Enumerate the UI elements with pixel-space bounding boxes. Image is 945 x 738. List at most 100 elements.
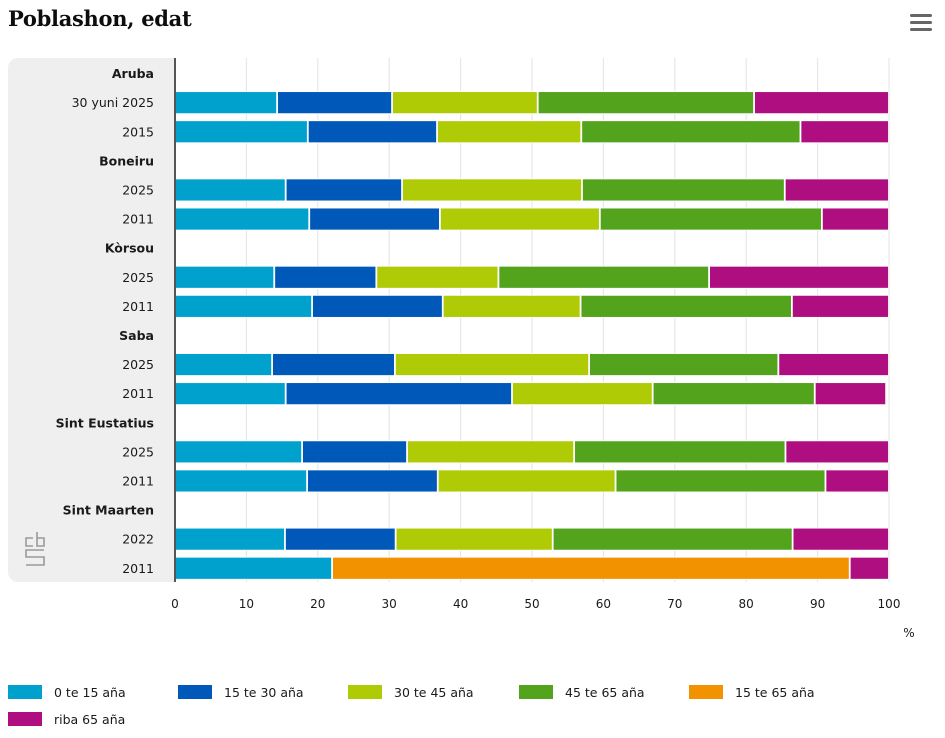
bar-segment[interactable] xyxy=(537,91,754,115)
bar-segment[interactable] xyxy=(309,207,440,231)
category-label: 2022 xyxy=(122,532,154,547)
bar-segment[interactable] xyxy=(175,382,286,406)
x-tick-label: 80 xyxy=(739,597,754,611)
bar-segment[interactable] xyxy=(302,440,407,464)
bar-segment[interactable] xyxy=(395,527,553,551)
legend-swatch xyxy=(689,685,723,699)
bar-segment[interactable] xyxy=(307,120,437,144)
bar-segment[interactable] xyxy=(175,469,307,493)
legend-item[interactable]: riba 65 aña xyxy=(8,711,125,727)
category-label: 2025 xyxy=(122,182,154,197)
bar-segment[interactable] xyxy=(175,207,310,231)
bar-segment[interactable] xyxy=(175,353,273,376)
bar-segment[interactable] xyxy=(825,469,889,493)
bar-segment[interactable] xyxy=(778,353,889,376)
bar-segment[interactable] xyxy=(402,178,582,202)
bar-segment[interactable] xyxy=(785,440,889,464)
bar-segment[interactable] xyxy=(498,265,709,289)
x-tick-label: 70 xyxy=(667,597,682,611)
bar-segment[interactable] xyxy=(175,527,285,551)
category-labels: Aruba 30 yuni 2025 2015 Boneiru 2025 2011 Kòrs… xyxy=(56,66,154,576)
bar-segment[interactable] xyxy=(312,294,443,318)
bar-segment[interactable] xyxy=(376,265,499,289)
bars xyxy=(175,91,889,580)
bar-segment[interactable] xyxy=(175,556,332,580)
bar-segment[interactable] xyxy=(175,120,308,144)
x-tick-label: 30 xyxy=(382,597,397,611)
bar-segment[interactable] xyxy=(395,353,590,376)
cbs-logo-icon xyxy=(25,532,45,566)
bar-segment[interactable] xyxy=(175,265,275,289)
legend-label: riba 65 aña xyxy=(54,711,126,727)
bar-segment[interactable] xyxy=(407,440,575,464)
bar-segment[interactable] xyxy=(792,527,889,551)
bar-segment[interactable] xyxy=(814,382,887,406)
legend-swatch xyxy=(519,685,553,699)
bar-segment[interactable] xyxy=(285,178,402,202)
bar-segment[interactable] xyxy=(437,469,616,493)
chart-title: Poblashon, edat xyxy=(8,6,192,31)
x-tick-label: 100 xyxy=(878,597,901,611)
legend-swatch xyxy=(8,712,42,726)
bar-segment[interactable] xyxy=(175,178,286,202)
x-tick-label: 60 xyxy=(596,597,611,611)
legend-item[interactable]: 45 te 65 aña xyxy=(519,684,645,700)
group-label: Aruba xyxy=(112,66,154,81)
category-label: 2011 xyxy=(122,299,154,314)
bar-segment[interactable] xyxy=(175,91,278,115)
bar-segment[interactable] xyxy=(175,440,302,464)
bar-segment[interactable] xyxy=(784,178,889,202)
legend-label: 15 te 65 aña xyxy=(735,684,815,700)
legend-swatch xyxy=(348,685,382,699)
bar-segment[interactable] xyxy=(589,353,779,376)
grid-lines xyxy=(245,58,890,582)
bar-segment[interactable] xyxy=(574,440,786,464)
bar-segment[interactable] xyxy=(580,294,792,318)
legend-label: 30 te 45 aña xyxy=(394,684,474,700)
legend-label: 0 te 15 aña xyxy=(54,684,126,700)
x-axis-unit-label: % xyxy=(903,626,914,640)
bar-segment[interactable] xyxy=(392,91,538,115)
bar-segment[interactable] xyxy=(332,556,850,580)
bar-segment[interactable] xyxy=(599,207,822,231)
bar-segment[interactable] xyxy=(442,294,581,318)
bar-segment[interactable] xyxy=(709,265,889,289)
legend-item[interactable]: 15 te 65 aña xyxy=(689,684,815,700)
legend-label: 45 te 65 aña xyxy=(565,684,645,700)
legend-item[interactable]: 15 te 30 aña xyxy=(178,684,304,700)
group-label: Sint Eustatius xyxy=(56,415,154,430)
bar-segment[interactable] xyxy=(437,120,582,144)
bar-segment[interactable] xyxy=(285,382,512,406)
bar-segment[interactable] xyxy=(791,294,889,318)
group-label: Boneiru xyxy=(99,153,154,168)
category-label: 2025 xyxy=(122,444,154,459)
category-label: 2025 xyxy=(122,357,154,372)
bar-segment[interactable] xyxy=(285,527,396,551)
bar-segment[interactable] xyxy=(821,207,889,231)
bar-segment[interactable] xyxy=(175,294,312,318)
bar-segment[interactable] xyxy=(552,527,793,551)
bar-segment[interactable] xyxy=(274,265,377,289)
category-label: 2015 xyxy=(122,124,154,139)
hamburger-menu-button[interactable] xyxy=(908,14,934,36)
bar-segment[interactable] xyxy=(307,469,438,493)
bar-segment[interactable] xyxy=(652,382,815,406)
stacked-bar-chart: Aruba 30 yuni 2025 2015 Boneiru 2025 2011 Kòrs… xyxy=(56,58,915,640)
bar-segment[interactable] xyxy=(277,91,392,115)
group-label: Sint Maarten xyxy=(63,503,154,518)
bar-segment[interactable] xyxy=(754,91,889,115)
bar-segment[interactable] xyxy=(615,469,826,493)
bar-segment[interactable] xyxy=(272,353,395,376)
bar-segment[interactable] xyxy=(849,556,889,580)
bar-segment[interactable] xyxy=(800,120,889,144)
legend-swatch xyxy=(178,685,212,699)
x-tick-label: 10 xyxy=(239,597,254,611)
legend-item[interactable]: 0 te 15 aña xyxy=(8,684,126,700)
bar-segment[interactable] xyxy=(582,178,785,202)
bar-segment[interactable] xyxy=(581,120,801,144)
legend-item[interactable]: 30 te 45 aña xyxy=(348,684,474,700)
category-label-panel xyxy=(8,58,174,582)
bar-segment[interactable] xyxy=(512,382,653,406)
bar-segment[interactable] xyxy=(439,207,600,231)
category-label: 30 yuni 2025 xyxy=(72,95,154,110)
